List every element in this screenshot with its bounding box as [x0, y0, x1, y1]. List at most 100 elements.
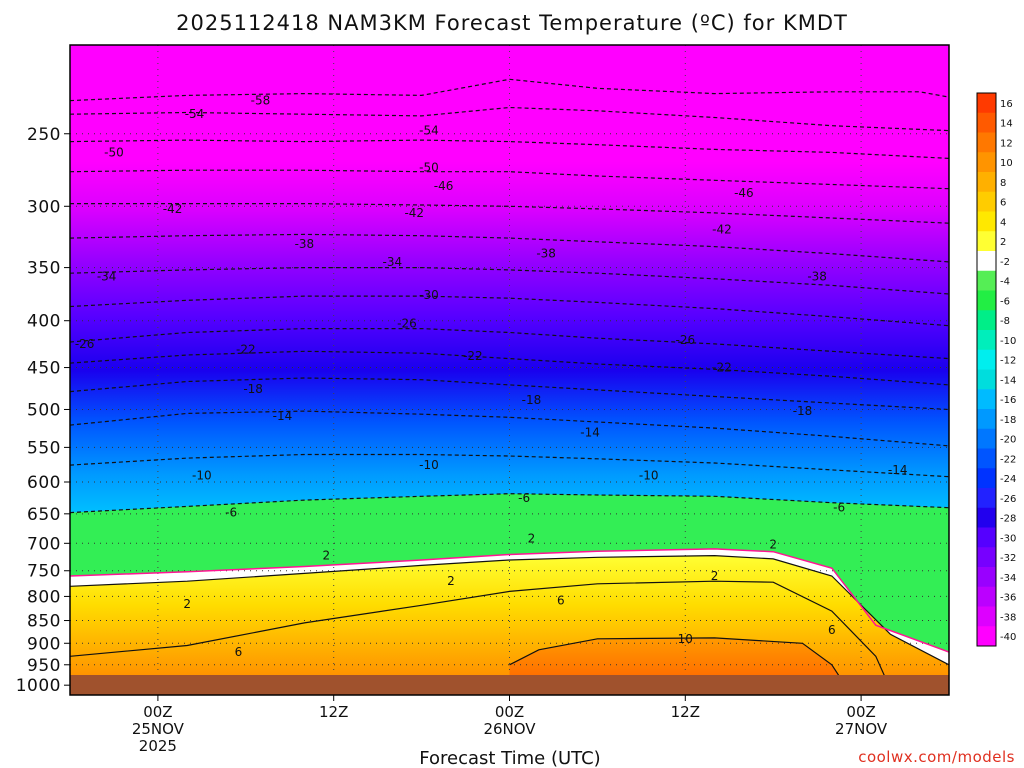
colorbar-swatch — [977, 428, 996, 449]
y-tick-label: 650 — [27, 505, 61, 525]
colorbar-swatch — [977, 567, 996, 588]
colorbar-label: -12 — [1000, 356, 1016, 367]
freezing-isotherm — [70, 548, 949, 653]
svg-text:-46: -46 — [734, 186, 754, 200]
colorbar-swatch — [977, 93, 996, 114]
contour-label: -22 — [236, 342, 256, 356]
isotherm-line — [70, 493, 949, 514]
contour-label: 6 — [828, 623, 836, 637]
colorbar-label: -14 — [1000, 375, 1016, 386]
x-axis-label: Forecast Time (UTC) — [419, 748, 600, 768]
colorbar-label: -40 — [1000, 632, 1016, 643]
y-tick-label: 750 — [27, 562, 61, 582]
contour-label: -30 — [419, 288, 439, 302]
svg-text:2: 2 — [769, 537, 777, 551]
colorbar-swatch — [977, 172, 996, 193]
contour-label: -38 — [536, 247, 556, 261]
svg-text:-26: -26 — [397, 317, 417, 331]
isotherm-line — [70, 453, 949, 478]
svg-text:-38: -38 — [807, 270, 827, 284]
svg-text:-50: -50 — [104, 145, 124, 159]
contour-label: -38 — [295, 237, 315, 251]
svg-text:-22: -22 — [712, 361, 732, 375]
svg-text:2: 2 — [447, 574, 455, 588]
colorbar-label: -2 — [1000, 257, 1010, 268]
contour-label: -6 — [833, 501, 845, 515]
contour-label: 2 — [711, 569, 719, 583]
colorbar-swatch — [977, 231, 996, 252]
colorbar-label: -16 — [1000, 395, 1016, 406]
x-tick-label: 00Z — [143, 703, 172, 721]
y-tick-label: 800 — [27, 587, 61, 607]
isotherm-line — [70, 410, 949, 447]
svg-text:2: 2 — [711, 569, 719, 583]
colorbar-label: -8 — [1000, 316, 1010, 327]
colorbar-label: -20 — [1000, 435, 1016, 446]
isotherm-line — [70, 267, 949, 295]
colorbar-swatch — [977, 152, 996, 173]
y-tick-label: 850 — [27, 612, 61, 632]
isotherm-line — [70, 377, 949, 411]
svg-text:-14: -14 — [273, 409, 293, 423]
isotherm-line — [70, 580, 891, 690]
contour-label: 2 — [447, 574, 455, 588]
contour-label: -50 — [419, 160, 439, 174]
y-tick-label: 450 — [27, 359, 61, 379]
colorbar-label: -10 — [1000, 336, 1016, 347]
contour-label: 6 — [557, 593, 565, 607]
contour-label: -42 — [404, 206, 424, 220]
colorbar-label: 6 — [1000, 198, 1006, 209]
colorbar-swatch — [977, 251, 996, 272]
y-tick-label: 600 — [27, 473, 61, 493]
svg-text:10: 10 — [678, 632, 693, 646]
colorbar-swatch — [977, 586, 996, 607]
y-tick-label: 1000 — [16, 676, 61, 696]
svg-text:2: 2 — [528, 532, 536, 546]
colorbar-label: -36 — [1000, 593, 1016, 604]
colorbar-swatch — [977, 468, 996, 489]
colorbar-label: -22 — [1000, 454, 1016, 465]
colorbar-frame — [976, 92, 997, 647]
svg-text:6: 6 — [557, 593, 565, 607]
svg-text:-34: -34 — [382, 255, 402, 269]
contour-label: -18 — [522, 393, 542, 407]
colorbar-label: -24 — [1000, 474, 1016, 485]
svg-text:-22: -22 — [236, 342, 256, 356]
contour-label: -46 — [434, 179, 454, 193]
x-tick-label: 26NOV — [483, 720, 536, 738]
svg-text:-18: -18 — [243, 382, 263, 396]
svg-text:-14: -14 — [888, 463, 908, 477]
svg-text:2: 2 — [183, 597, 191, 611]
colorbar-swatch — [977, 606, 996, 627]
contour-label: -26 — [675, 333, 695, 347]
colorbar-swatch — [977, 310, 996, 331]
svg-text:-6: -6 — [518, 491, 530, 505]
y-tick-label: 700 — [27, 534, 61, 554]
isotherm-line — [70, 106, 949, 132]
y-tick-label: 500 — [27, 400, 61, 420]
y-tick-label: 950 — [27, 656, 61, 676]
contour-label: -46 — [734, 186, 754, 200]
contour-labels: -58 -54 -54 -50 -50 -46 -46 -42 -42 -42 -38 -38 -38 -… — [75, 94, 908, 659]
contour-label: -54 — [419, 124, 439, 138]
svg-text:-38: -38 — [295, 237, 315, 251]
y-tick-label: 250 — [27, 125, 61, 145]
isotherm-line — [509, 637, 847, 688]
contour-label: -14 — [580, 426, 600, 440]
ground-terrain — [70, 675, 949, 695]
contour-label: -18 — [793, 404, 813, 418]
isotherm-line — [70, 554, 949, 666]
contour-label: -34 — [382, 255, 402, 269]
svg-text:-18: -18 — [522, 393, 542, 407]
colorbar-swatch — [977, 112, 996, 133]
contour-label: -22 — [463, 349, 483, 363]
colorbar-swatch — [977, 290, 996, 311]
svg-text:-42: -42 — [163, 202, 183, 216]
colorbar-swatch — [977, 547, 996, 568]
contour-label: 10 — [678, 632, 693, 646]
contour-label: -42 — [712, 222, 732, 236]
isotherm-line — [70, 328, 949, 360]
credit-link[interactable]: coolwx.com/models — [858, 748, 1015, 766]
